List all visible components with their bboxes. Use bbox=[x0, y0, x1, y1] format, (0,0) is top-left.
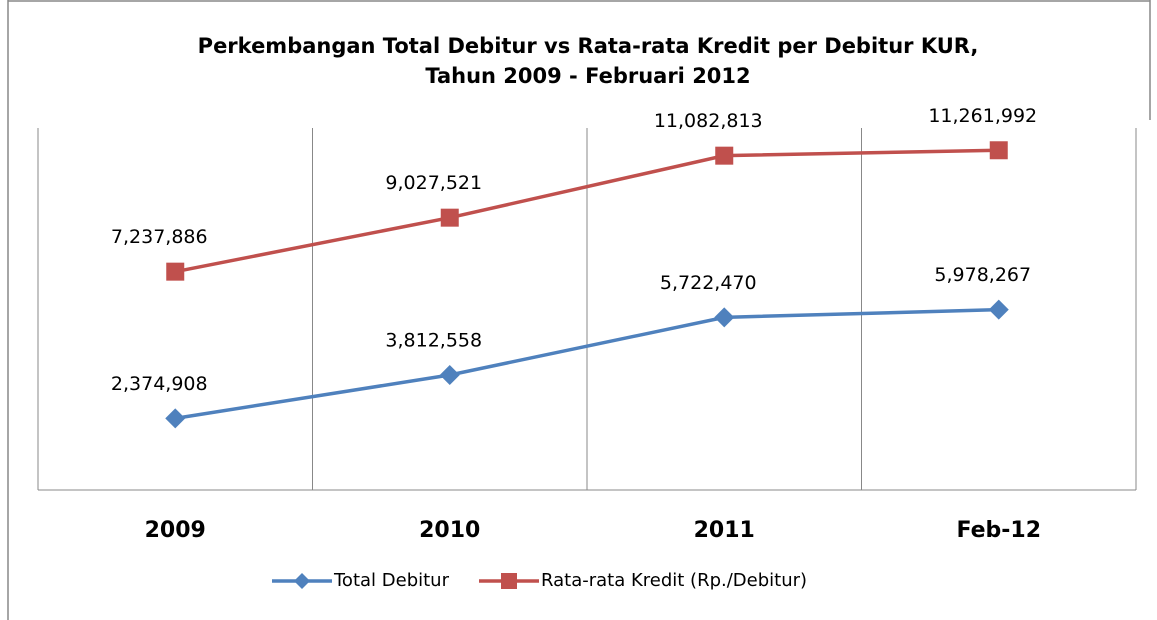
legend-marker bbox=[501, 573, 517, 589]
data-label: 11,261,992 bbox=[928, 105, 1037, 127]
data-label: 2,374,908 bbox=[111, 373, 208, 395]
series-line bbox=[174, 307, 999, 421]
data-label: 3,812,558 bbox=[385, 329, 482, 351]
data-label: 9,027,521 bbox=[385, 172, 482, 194]
data-point bbox=[439, 364, 460, 385]
data-label: 5,978,267 bbox=[934, 264, 1031, 286]
data-point bbox=[715, 146, 734, 165]
data-label: 5,722,470 bbox=[660, 272, 757, 294]
x-tick-label: 2010 bbox=[419, 518, 480, 543]
x-tick-label: Feb-12 bbox=[956, 518, 1041, 543]
chart-title: Tahun 2009 - Februari 2012 bbox=[425, 64, 750, 88]
series-line bbox=[174, 148, 999, 274]
data-point bbox=[714, 307, 735, 328]
data-label: 11,082,813 bbox=[654, 110, 763, 132]
data-label: 7,237,886 bbox=[111, 226, 208, 248]
data-point bbox=[165, 408, 186, 429]
chart-title: Perkembangan Total Debitur vs Rata-rata … bbox=[198, 34, 979, 58]
data-point bbox=[988, 299, 1009, 320]
data-point bbox=[440, 208, 459, 227]
data-point bbox=[989, 141, 1008, 160]
x-tick-label: 2009 bbox=[145, 518, 206, 543]
data-point bbox=[166, 262, 185, 281]
legend-label: Total Debitur bbox=[333, 570, 450, 591]
legend-label: Rata-rata Kredit (Rp./Debitur) bbox=[541, 570, 807, 591]
legend-marker bbox=[294, 573, 310, 589]
x-tick-label: 2011 bbox=[694, 518, 755, 543]
